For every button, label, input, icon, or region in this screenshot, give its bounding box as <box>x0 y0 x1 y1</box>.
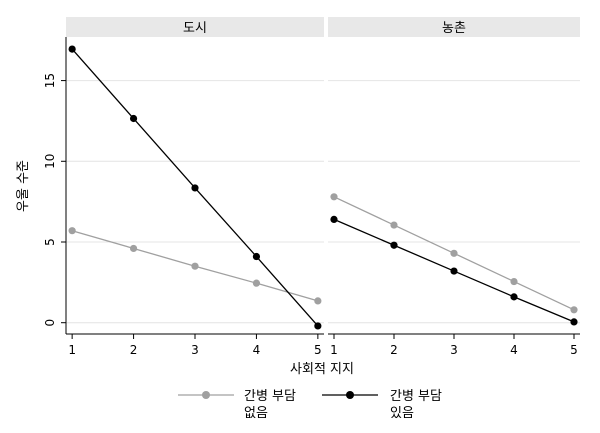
data-point-rural-1-0 <box>330 215 338 223</box>
data-point-rural-1-2 <box>450 267 458 275</box>
data-point-rural-1-3 <box>510 293 518 301</box>
legend-marker-no-burden <box>202 391 210 399</box>
data-point-rural-1-4 <box>570 318 578 326</box>
data-point-urban-0-3 <box>252 279 261 287</box>
x-tick-label-urban-3: 3 <box>191 343 199 357</box>
data-point-urban-0-1 <box>129 244 138 253</box>
x-tick-label-rural-1: 1 <box>330 343 338 357</box>
data-point-rural-0-2 <box>450 249 458 257</box>
data-point-rural-1-1 <box>390 241 398 249</box>
x-tick-label-rural-2: 2 <box>390 343 398 357</box>
legend: 간병 부담 없음 간병 부담 있음 <box>178 389 442 421</box>
data-point-urban-1-2 <box>191 184 199 192</box>
data-point-urban-0-0 <box>68 227 76 235</box>
data-point-urban-1-0 <box>68 45 76 53</box>
y-axis-title: 우울 수준 <box>16 160 31 212</box>
plot-background-rural <box>328 37 580 334</box>
data-point-urban-1-1 <box>129 114 138 123</box>
data-point-urban-0-2 <box>191 262 199 270</box>
x-tick-label-rural-5: 5 <box>570 343 578 357</box>
data-point-rural-0-1 <box>390 221 398 229</box>
x-tick-label-urban-4: 4 <box>253 343 261 357</box>
x-tick-label-urban-1: 1 <box>68 343 76 357</box>
x-tick-label-rural-3: 3 <box>450 343 458 357</box>
panel-strip-rural <box>328 17 580 37</box>
x-tick-label-urban-5: 5 <box>314 343 322 357</box>
data-point-rural-0-0 <box>330 193 338 201</box>
y-tick-label-10: 10 <box>43 154 57 169</box>
y-tick-label-5: 5 <box>43 238 57 246</box>
x-tick-label-urban-2: 2 <box>130 343 138 357</box>
legend-label-no-burden-line1: 간병 부담 <box>244 389 296 404</box>
legend-label-no-burden-line2: 없음 <box>244 406 268 421</box>
legend-marker-burden <box>346 391 354 399</box>
y-tick-label-0: 0 <box>43 319 57 327</box>
y-tick-label-15: 15 <box>43 73 57 88</box>
data-point-rural-0-4 <box>570 306 578 314</box>
data-point-urban-0-4 <box>314 297 322 305</box>
plot-area-rural <box>328 37 580 334</box>
data-point-urban-1-4 <box>314 322 322 330</box>
data-point-rural-0-3 <box>510 277 518 286</box>
y-axis-ticks: 0 5 10 15 <box>43 73 66 327</box>
data-point-urban-1-3 <box>252 252 261 261</box>
panel-title-urban: 도시 <box>183 21 207 36</box>
x-axis-title: 사회적 지지 <box>290 362 354 377</box>
panel-strip-urban <box>66 17 324 37</box>
x-tick-label-rural-4: 4 <box>510 343 518 357</box>
legend-label-burden-line1: 간병 부담 <box>390 389 442 404</box>
legend-label-burden-line2: 있음 <box>390 406 414 421</box>
plot-area-urban <box>66 37 324 334</box>
panel-title-rural: 농촌 <box>442 21 466 36</box>
